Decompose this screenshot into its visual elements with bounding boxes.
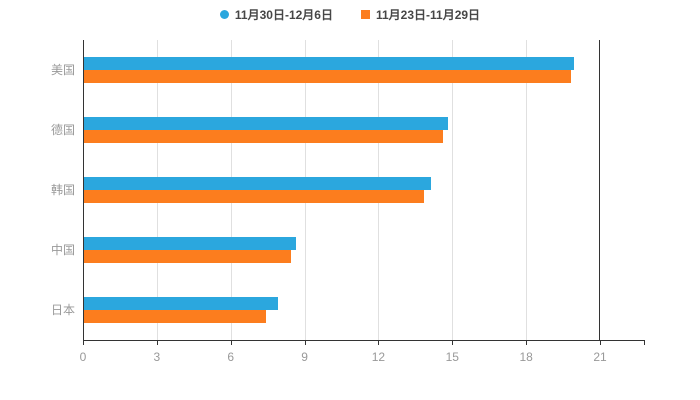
legend-marker-square-icon: [360, 10, 370, 19]
x-axis-tick-6: [230, 340, 232, 345]
legend-label-week-nov23-nov29: 11月23日-11月29日: [375, 8, 481, 22]
x-axis-tick-3: [156, 340, 158, 345]
bar-series0-cat3[interactable]: [84, 237, 296, 250]
bar-series1-cat2[interactable]: [84, 190, 424, 203]
plot-area: 0 3 6 9 12 15 18 21 美国德国韩国中国日本: [51, 40, 645, 364]
x-axis-tick-15: [452, 340, 454, 345]
bar-series1-cat3[interactable]: [84, 250, 291, 263]
bar-series0-cat4[interactable]: [84, 297, 279, 310]
x-axis-tick-12: [378, 340, 380, 345]
x-axis-tick-label-0: 0: [79, 350, 87, 364]
gridline-15: [452, 40, 454, 340]
bar-series1-cat4[interactable]: [84, 310, 267, 323]
x-axis-tick-18: [526, 340, 528, 345]
bar-series0-cat0[interactable]: [84, 57, 574, 70]
gridline-18: [526, 40, 528, 340]
x-axis-line: [83, 340, 645, 341]
category-label-2: 韩国: [50, 183, 75, 197]
right-axis-line: [599, 40, 600, 340]
bar-series0-cat1[interactable]: [84, 117, 449, 130]
category-label-4: 日本: [50, 303, 75, 317]
x-axis-tick-label-18: 18: [519, 350, 533, 364]
legend-label-week-nov30-dec6: 11月30日-12月6日: [234, 8, 333, 22]
category-label-3: 中国: [50, 243, 75, 257]
legend-item-week-nov30-dec6[interactable]: 11月30日-12月6日: [219, 6, 333, 23]
legend-item-week-nov23-nov29[interactable]: 11月23日-11月29日: [360, 6, 481, 23]
bar-series1-cat1[interactable]: [84, 130, 444, 143]
category-label-1: 德国: [50, 123, 75, 137]
y-axis-line: [83, 40, 84, 340]
legend: 11月30日-12月6日 11月23日-11月29日: [0, 6, 700, 23]
x-axis-tick-end: [644, 340, 645, 345]
x-axis-tick-label-3: 3: [153, 350, 161, 364]
x-axis-tick-0: [83, 340, 84, 345]
x-axis-tick-21: [600, 340, 601, 345]
category-label-0: 美国: [50, 63, 75, 77]
x-axis-tick-label-12: 12: [371, 350, 386, 364]
legend-marker-circle-icon: [219, 10, 229, 19]
x-axis-tick-label-9: 9: [301, 350, 308, 364]
x-axis-tick-label-15: 15: [445, 350, 459, 364]
bar-series0-cat2[interactable]: [84, 177, 432, 190]
x-axis-tick-label-6: 6: [227, 350, 235, 364]
x-axis-tick-label-21: 21: [593, 350, 607, 364]
x-axis-tick-9: [304, 340, 306, 345]
bar-series1-cat0[interactable]: [84, 70, 572, 83]
